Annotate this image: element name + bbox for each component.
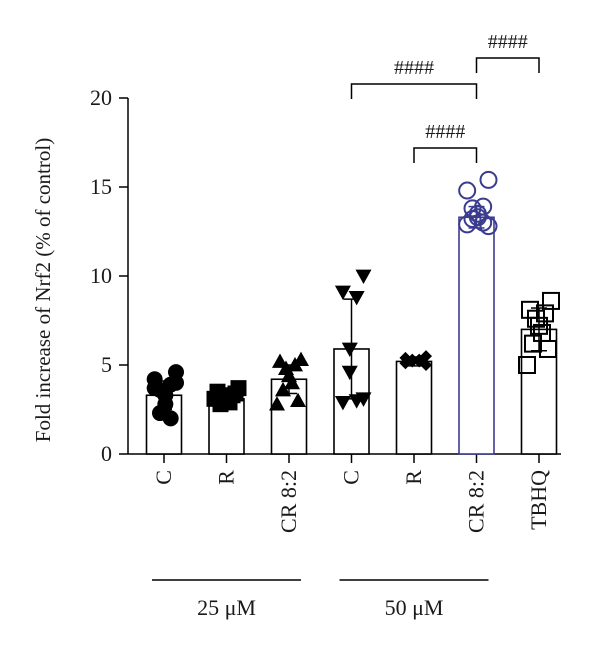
group-label: 25 μM xyxy=(197,595,256,620)
x-tick-label: CR 8:2 xyxy=(464,470,489,533)
significance-label: #### xyxy=(425,121,465,143)
data-point xyxy=(334,395,351,411)
data-point xyxy=(334,285,351,301)
data-point xyxy=(463,199,482,218)
data-point xyxy=(479,217,498,236)
data-point xyxy=(518,356,536,374)
x-tick-label: C xyxy=(339,470,364,485)
significance-bracket xyxy=(350,83,478,99)
x-tick-label: CR 8:2 xyxy=(276,470,301,533)
data-point xyxy=(539,339,557,358)
data-point xyxy=(399,357,412,370)
y-tick-label: 0 xyxy=(101,441,112,466)
significance-brackets: #### #### #### xyxy=(350,31,540,163)
x-tick-label: R xyxy=(401,470,426,485)
significance-label: #### xyxy=(394,57,434,79)
bars xyxy=(145,205,558,455)
data-point xyxy=(275,381,291,397)
x-tick-label: TBHQ xyxy=(526,470,551,530)
data-point xyxy=(355,269,372,284)
significance-bracket xyxy=(413,147,478,163)
data-point xyxy=(355,392,372,407)
significance-label: #### xyxy=(488,31,528,53)
data-point xyxy=(420,359,432,371)
group-label: 50 μM xyxy=(385,595,444,620)
data-points xyxy=(146,170,560,427)
data-point xyxy=(146,380,163,397)
y-tick-label: 5 xyxy=(101,352,112,377)
bar xyxy=(458,216,495,455)
data-point xyxy=(341,365,358,381)
data-point xyxy=(284,374,300,390)
labels: 0 5 10 15 20 Fold increase of Nrf2 (% of cont… xyxy=(31,85,551,620)
data-point xyxy=(162,410,179,427)
data-point xyxy=(542,291,560,310)
y-tick-label: 15 xyxy=(90,174,112,199)
bar xyxy=(395,360,433,455)
data-point xyxy=(290,392,306,407)
y-axis-label: Fold increase of Nrf2 (% of control) xyxy=(31,138,55,442)
data-point xyxy=(458,215,477,234)
data-point xyxy=(227,385,244,402)
data-point xyxy=(463,210,482,229)
data-point xyxy=(341,342,358,357)
data-point xyxy=(287,357,303,372)
y-tick-label: 10 xyxy=(90,263,112,288)
x-tick-label: R xyxy=(214,470,239,485)
y-tick-label: 20 xyxy=(90,85,112,110)
data-point xyxy=(458,181,477,200)
data-point xyxy=(206,390,223,407)
data-point xyxy=(348,290,365,306)
x-tick-label: C xyxy=(151,470,176,485)
significance-bracket xyxy=(475,57,540,73)
data-point xyxy=(168,374,184,391)
data-point xyxy=(269,396,285,411)
data-point xyxy=(479,170,498,189)
